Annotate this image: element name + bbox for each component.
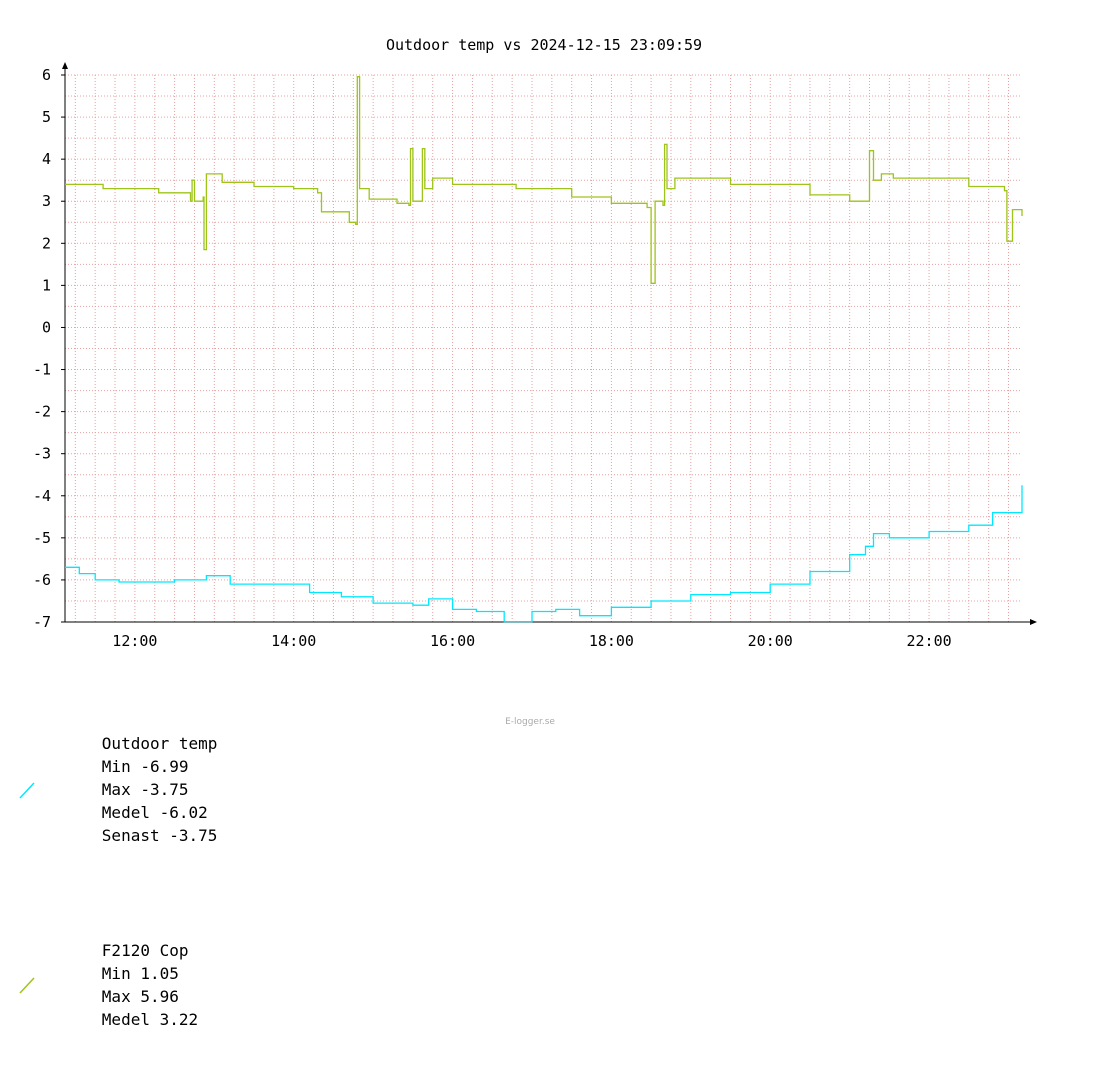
y-axis-ticks: 6 5 4 3 2 1 0 -1 -2 -3 -4 -5 -6 -7 <box>33 66 65 631</box>
y-tick-label: -6 <box>33 571 51 589</box>
credit-text: E-logger.se <box>505 717 555 727</box>
y-tick-label: 6 <box>42 66 51 84</box>
legend-swatch-f2120-cop-icon <box>19 977 35 994</box>
y-tick-label: -4 <box>33 487 51 505</box>
x-tick-label: 20:00 <box>748 632 793 650</box>
series-line <box>65 485 1023 623</box>
series-line <box>65 76 1023 284</box>
x-tick-label: 12:00 <box>112 632 157 650</box>
legend-max: Max -3.75 <box>101 780 189 799</box>
y-tick-label: -3 <box>33 445 51 463</box>
legend-min: Min -6.99 <box>101 757 189 776</box>
legend-item-f2120-cop: F2120 Cop Min 1.05 Max 5.96 Medel 3.22 <box>18 916 235 1054</box>
y-tick-label: -7 <box>33 613 51 631</box>
chart-title: Outdoor temp vs 2024-12-15 23:09:59 <box>385 36 703 54</box>
y-tick-label: -2 <box>33 403 51 421</box>
y-tick-label: 3 <box>42 192 51 210</box>
y-tick-label: 4 <box>42 150 51 168</box>
x-axis-ticks: 12:00 14:00 16:00 18:00 20:00 22:00 <box>112 632 951 650</box>
axes <box>62 62 1037 625</box>
grid-lines <box>65 74 1022 623</box>
x-tick-label: 14:00 <box>271 632 316 650</box>
y-tick-label: -1 <box>33 361 51 379</box>
x-tick-label: 18:00 <box>589 632 634 650</box>
y-tick-label: 0 <box>42 318 51 336</box>
legend-medel: Medel -6.02 <box>101 803 208 822</box>
legend-senast: Senast -3.75 <box>101 826 218 845</box>
x-tick-label: 16:00 <box>430 632 475 650</box>
legend-item-outdoor-temp: Outdoor temp Min -6.99 Max -3.75 Medel -… <box>18 709 235 870</box>
y-tick-label: 1 <box>42 276 51 294</box>
legend-label: F2120 Cop <box>101 941 189 960</box>
legend-min: Min 1.05 <box>101 964 179 983</box>
data-series <box>65 76 1023 623</box>
y-tick-label: 5 <box>42 108 51 126</box>
y-tick-label: 2 <box>42 234 51 252</box>
legend-medel: Medel 3.22 <box>101 1010 199 1029</box>
legend-max: Max 5.96 <box>101 987 179 1006</box>
y-tick-label: -5 <box>33 529 51 547</box>
chart-plot-area: 6 5 4 3 2 1 0 -1 -2 -3 -4 -5 -6 -7 12:00 14:00 16:00 18:… <box>33 62 1037 650</box>
legend-swatch-outdoor-temp-icon <box>19 781 35 799</box>
x-tick-label: 22:00 <box>907 632 952 650</box>
